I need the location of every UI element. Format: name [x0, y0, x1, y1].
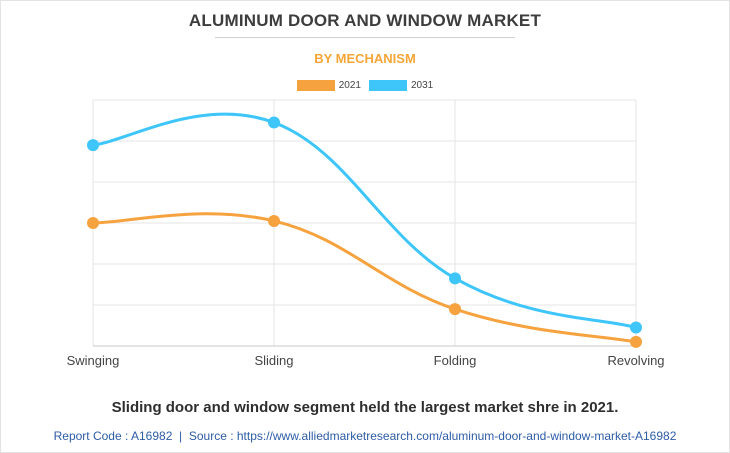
data-point-2021 [630, 335, 642, 348]
x-tick-label: Sliding [254, 353, 293, 368]
series-line-2031 [92, 112, 637, 329]
data-point-2031 [87, 139, 99, 152]
data-point-2031 [268, 116, 280, 129]
data-point-2021 [449, 303, 461, 316]
legend-swatch-2031 [369, 80, 407, 91]
data-point-2021 [87, 217, 99, 229]
source-footer: Report Code : A16982 | Source : https://… [0, 429, 730, 443]
line-chart: Swinging Sliding Folding Revolving [67, 99, 665, 368]
legend: 2021 2031 [0, 80, 730, 91]
legend-swatch-2021 [296, 80, 335, 91]
x-tick-label: Revolving [607, 353, 664, 368]
legend-item-2031[interactable]: 2031 [369, 80, 433, 91]
chart-caption: Sliding door and window segment held the… [111, 399, 619, 416]
legend-item-2021[interactable]: 2021 [296, 80, 361, 91]
report-code: Report Code : A16982 [53, 429, 173, 443]
data-point-2021 [268, 214, 280, 227]
legend-label-2021: 2021 [338, 80, 361, 91]
x-tick-label: Swinging [67, 353, 120, 368]
data-point-2031 [449, 272, 461, 285]
title-divider [215, 37, 515, 38]
series-line-2021 [92, 212, 637, 344]
footer-separator: | [179, 429, 183, 443]
x-tick-label: Folding [434, 353, 477, 368]
source-link[interactable]: Source : https://www.alliedmarketresearc… [188, 429, 677, 443]
legend-label-2031: 2031 [411, 80, 434, 91]
chart-subtitle: BY MECHANISM [314, 51, 416, 66]
data-point-2031 [630, 321, 642, 334]
chart-title: ALUMINUM DOOR AND WINDOW MARKET [188, 11, 542, 30]
